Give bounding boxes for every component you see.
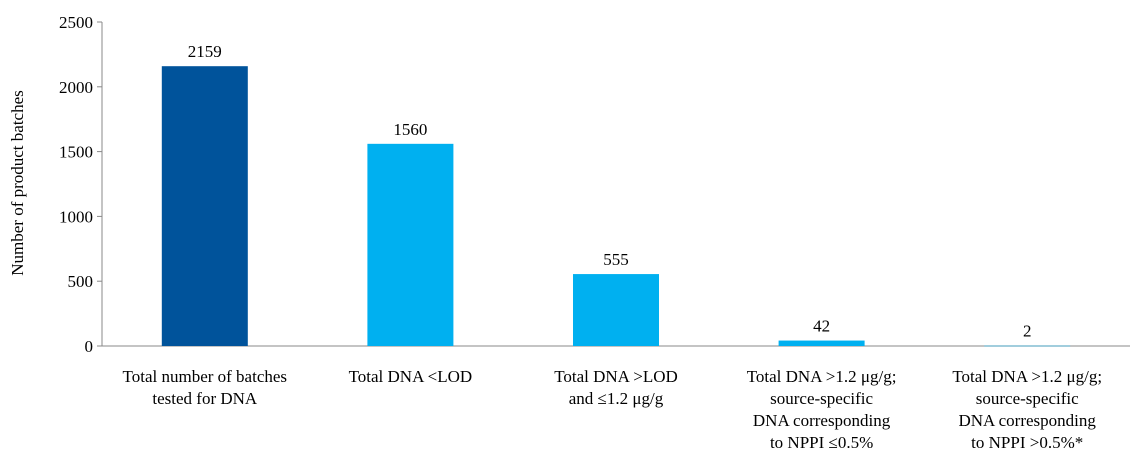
x-category-label-line: to NPPI ≤0.5%: [770, 433, 873, 452]
bar: [161, 66, 248, 346]
y-tick-label: 500: [68, 272, 94, 291]
x-category-label-line: Total DNA >1.2 μg/g;: [747, 367, 897, 386]
x-category-label-line: source-specific: [770, 389, 873, 408]
x-category-label-line: Total DNA >LOD: [554, 367, 678, 386]
bar-value-label: 2: [1023, 322, 1032, 341]
x-category-label-line: source-specific: [976, 389, 1079, 408]
x-category-label: Total DNA <LOD: [349, 367, 473, 386]
category-labels: Total number of batches tested for DNATot…: [123, 367, 1103, 452]
y-tick-label: 2500: [59, 13, 93, 32]
bar-value-label: 1560: [393, 120, 427, 139]
bar: [367, 143, 454, 346]
x-category-label-line: Total DNA >1.2 μg/g;: [952, 367, 1102, 386]
x-category-label: Total DNA >1.2 μg/g; source-specific DNA c…: [952, 367, 1102, 452]
y-tick-label: 1500: [59, 143, 93, 162]
x-category-label-line: Total number of batches: [123, 367, 288, 386]
y-tick-label: 2000: [59, 78, 93, 97]
x-category-label-line: and ≤1.2 μg/g: [569, 389, 664, 408]
x-category-label-line: DNA corresponding: [958, 411, 1096, 430]
x-category-label: Total DNA >LOD and ≤1.2 μg/g: [554, 367, 678, 408]
x-category-label-line: Total DNA <LOD: [349, 367, 473, 386]
x-category-label-line: tested for DNA: [152, 389, 258, 408]
bar: [984, 345, 1071, 347]
y-tick-label: 0: [85, 337, 94, 356]
y-axis-ticks: 0 500 1000 1500 2000 2500: [59, 13, 102, 356]
bar-value-label: 2159: [188, 42, 222, 61]
bars: [161, 66, 1071, 347]
bar-value-label: 555: [603, 250, 629, 269]
bar: [573, 274, 659, 346]
data-labels: 2159 1560 555 42 2: [188, 42, 1032, 341]
x-category-label: Total number of batches tested for DNA: [123, 367, 288, 408]
x-category-label-line: DNA corresponding: [753, 411, 891, 430]
x-category-label: Total DNA >1.2 μg/g; source-specific DNA c…: [747, 367, 897, 452]
y-tick-label: 1000: [59, 207, 93, 226]
bar-value-label: 42: [813, 317, 830, 336]
x-category-label-line: to NPPI >0.5%*: [971, 433, 1083, 452]
bar: [778, 340, 865, 346]
y-axis-label: Number of product batches: [8, 90, 27, 276]
